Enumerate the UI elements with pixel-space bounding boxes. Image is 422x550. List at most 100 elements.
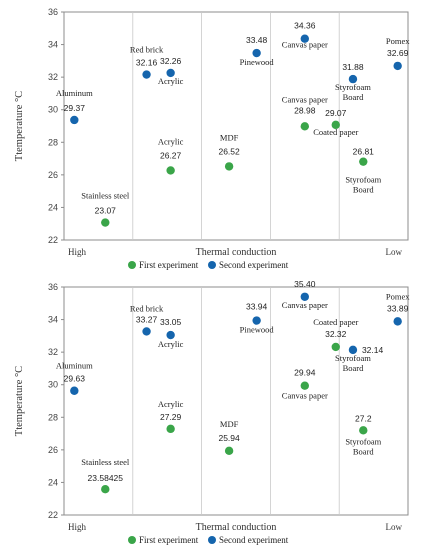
data-point (393, 317, 402, 326)
data-value-label: 26.81 (353, 147, 375, 157)
legend-label: Second experiment (219, 260, 289, 270)
x-axis-left-label: High (68, 247, 87, 257)
data-point-name: Pinewood (240, 57, 275, 67)
data-point (70, 386, 79, 395)
data-point (166, 330, 175, 340)
data-value-label: 33.27 (136, 314, 158, 324)
data-point-name: Styrofoam Board (345, 175, 381, 195)
data-value-label: 26.52 (218, 146, 240, 156)
y-tick-label: 22 (48, 510, 58, 520)
legend-label: Second experiment (219, 535, 289, 545)
data-point-name: Coated paper (313, 317, 358, 327)
y-tick-label: 28 (48, 137, 58, 147)
y-tick-label: 30 (48, 380, 58, 390)
scatter-chart-second-panel: 22 24 26 28 30 32 34 36 Ttemperature °C High Low Th… (14, 279, 410, 545)
data-point-name: Coated paper (313, 127, 358, 137)
data-point (166, 166, 175, 175)
data-point (348, 74, 358, 84)
data-value-label: 29.37 (64, 103, 86, 113)
data-point-name: Acrylic (158, 136, 184, 146)
x-axis-title: Thermal conduction (196, 247, 277, 258)
data-point-name: Red brick (130, 303, 164, 313)
y-tick-label: 22 (48, 235, 58, 245)
data-point-name-line: Styrofoam (345, 175, 381, 185)
data-point (300, 381, 309, 390)
data-point (393, 61, 402, 71)
data-value-label: 32.16 (136, 58, 158, 68)
data-value-label: 23.58425 (88, 473, 124, 483)
data-value-label: 27.29 (160, 412, 182, 422)
data-value-label: 35.40 (294, 279, 316, 289)
y-tick-label: 26 (48, 445, 58, 455)
data-point-name-line: Styrofoam (335, 353, 371, 363)
y-tick-label: 36 (48, 282, 58, 292)
data-point-name: MDF (220, 132, 239, 142)
data-point (300, 34, 309, 43)
y-tick-label: 24 (48, 477, 58, 487)
y-tick-label: 34 (48, 315, 58, 325)
data-point (331, 342, 340, 352)
x-axis-right-label: Low (386, 247, 403, 257)
data-value-label: 25.94 (218, 433, 240, 443)
data-point-name: Red brick (130, 45, 164, 55)
x-axis-right-label: Low (386, 522, 403, 532)
data-point-name-line: Board (343, 363, 365, 373)
x-axis-title: Thermal conduction (196, 522, 277, 533)
data-value-label: 29.63 (64, 374, 86, 384)
data-value-label: 32.26 (160, 56, 182, 66)
data-point-name: MDF (220, 419, 239, 429)
data-point-name: Stainless steel (81, 457, 130, 467)
data-point-name: Acrylic (158, 339, 184, 349)
data-point (142, 70, 151, 79)
legend-marker (208, 536, 216, 544)
data-value-label: 26.27 (160, 150, 182, 160)
data-point (359, 426, 368, 435)
data-point (101, 484, 110, 494)
data-point-name-line: Styrofoam (345, 436, 381, 446)
y-tick-label: 26 (48, 170, 58, 180)
data-value-label: 28.98 (294, 105, 316, 115)
data-value-label: 33.05 (160, 317, 182, 327)
data-point (166, 424, 175, 434)
y-tick-label: 32 (48, 72, 58, 82)
legend-label: First experiment (139, 535, 199, 545)
data-point (300, 292, 309, 301)
data-point-name-line: Board (353, 185, 375, 195)
data-value-label: 32.69 (387, 48, 409, 58)
legend-label: First experiment (139, 260, 199, 270)
data-point-name: Acrylic (158, 76, 184, 86)
data-point-name: Aluminum (56, 88, 93, 98)
y-tick-label: 34 (48, 40, 58, 50)
plot-area (63, 11, 409, 241)
data-value-label: 29.07 (325, 108, 347, 118)
data-point (348, 345, 358, 355)
data-point (359, 157, 368, 166)
data-point-name: Pomex (386, 36, 410, 46)
data-value-label: 33.48 (246, 35, 268, 45)
data-value-label: 23.07 (95, 206, 117, 216)
data-point-name: Acrylic (158, 399, 184, 409)
y-tick-label: 28 (48, 412, 58, 422)
y-axis-title: Ttemperature °C (14, 91, 25, 161)
data-value-label: 32.32 (325, 329, 347, 339)
data-value-label: 27.2 (355, 413, 372, 423)
plot-area (63, 286, 409, 516)
y-tick-label: 24 (48, 202, 58, 212)
data-point-name: Canvas paper (282, 40, 328, 50)
data-value-label: 33.89 (387, 303, 409, 313)
data-point-name: Styrofoam Board (335, 82, 371, 102)
data-point-name: Styrofoam Board (345, 436, 381, 456)
data-point (224, 162, 234, 171)
y-tick-label: 36 (48, 7, 58, 17)
data-point-name: Pinewood (240, 325, 275, 335)
data-point (70, 115, 79, 125)
data-point-name: Stainless steel (81, 191, 130, 201)
data-point-name: Canvas paper (282, 300, 328, 310)
data-point (331, 120, 340, 130)
data-value-label: 33.94 (246, 302, 268, 312)
data-point (252, 316, 261, 325)
legend-marker (128, 261, 136, 269)
data-point (101, 218, 110, 227)
data-point (300, 122, 309, 131)
y-axis-title: Ttemperature °C (14, 366, 25, 436)
